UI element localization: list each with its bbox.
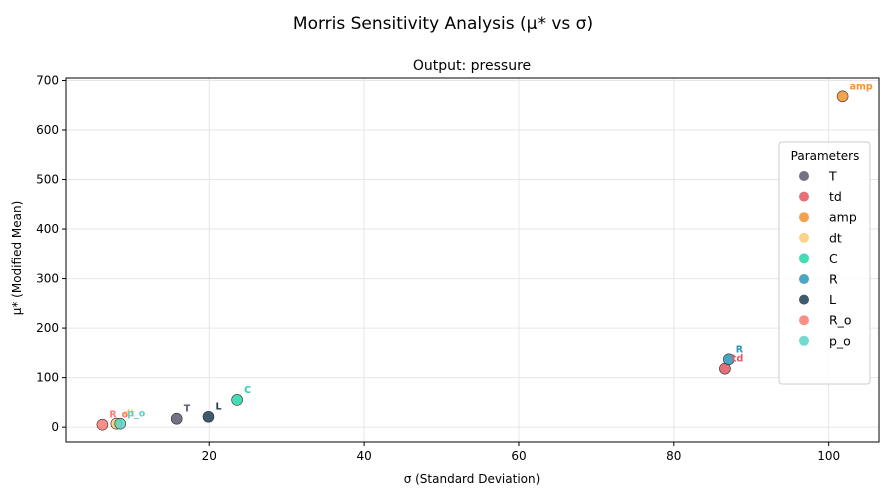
point-label-amp: amp	[850, 81, 873, 92]
point-r	[722, 353, 735, 366]
legend-marker-td	[799, 191, 809, 202]
y-tick-label: 300	[36, 272, 59, 286]
y-tick-label: 100	[36, 371, 59, 385]
axis-ticks: 20 40 60 80 100 0 100 200 300 400 500 600 700	[36, 73, 840, 463]
x-tick-label: 80	[666, 449, 681, 463]
data-points	[96, 90, 849, 431]
legend-marker-amp	[799, 212, 809, 223]
legend-label-r-o: R_o	[829, 313, 852, 328]
legend: Parameters Ttd amp dt CRL R_o p_o	[778, 141, 871, 385]
y-tick-label: 500	[36, 173, 59, 187]
legend-label-r: R	[829, 272, 838, 287]
x-tick-label: 60	[511, 449, 526, 463]
y-tick-label: 700	[36, 73, 59, 87]
plot-frame	[65, 77, 880, 443]
legend-label-dt: dt	[829, 230, 842, 245]
legend-marker-r-o	[799, 315, 809, 326]
legend-marker-r	[799, 274, 809, 284]
point-c	[231, 394, 243, 406]
legend-title: Parameters	[791, 149, 860, 163]
legend-marker-dt	[799, 232, 809, 243]
point-label-p-o: p_o	[127, 409, 146, 420]
point-label-t: T	[184, 404, 191, 415]
x-tick-label: 40	[356, 449, 371, 463]
legend-label-amp: amp	[829, 210, 857, 225]
point-label-l: L	[215, 402, 221, 413]
point-label-r-o: R_o	[109, 410, 128, 421]
legend-marker-t	[799, 171, 809, 181]
point-label-td: td	[732, 354, 743, 365]
legend-label-p-o: p_o	[829, 333, 851, 348]
legend-marker-l	[799, 294, 809, 305]
legend-label-td: td	[829, 189, 842, 204]
grid-lines	[66, 78, 879, 442]
figure-suptitle: Morris Sensitivity Analysis (μ* vs σ)	[293, 14, 593, 34]
legend-label-t: T	[828, 169, 837, 184]
point-p-o	[114, 417, 126, 430]
legend-box	[778, 141, 871, 385]
x-tick-label: 20	[202, 449, 217, 463]
x-axis-label: σ (Standard Deviation)	[404, 472, 541, 486]
chart-title: Output: pressure	[413, 58, 531, 74]
point-label-dt: dt	[123, 409, 135, 420]
legend-marker-p-o	[799, 335, 809, 346]
y-tick-label: 400	[36, 222, 59, 236]
y-tick-label: 200	[36, 321, 59, 335]
legend-marker-c	[799, 253, 809, 264]
point-l	[202, 410, 215, 423]
point-r-o	[96, 418, 109, 431]
legend-label-l: L	[829, 292, 836, 307]
y-tick-label: 600	[36, 123, 59, 137]
y-axis-label: μ* (Modified Mean)	[10, 201, 24, 316]
point-label-c: C	[244, 385, 251, 396]
point-label-r: R	[736, 344, 744, 355]
legend-label-c: C	[829, 251, 838, 266]
point-t	[170, 412, 183, 425]
point-amp	[836, 90, 849, 103]
x-tick-label: 100	[817, 449, 840, 463]
y-tick-label: 0	[51, 420, 59, 434]
